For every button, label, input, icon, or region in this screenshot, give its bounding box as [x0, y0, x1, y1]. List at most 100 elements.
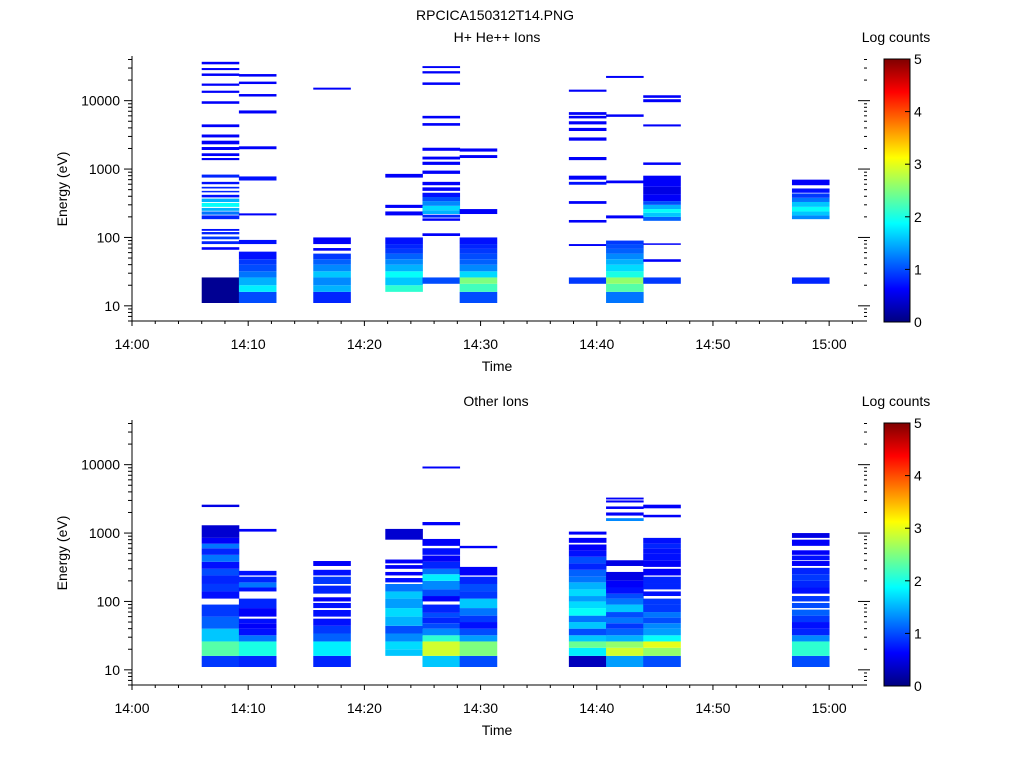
heatmap-cell	[459, 608, 498, 616]
heatmap-cell	[313, 609, 351, 617]
heatmap-cell	[385, 204, 423, 208]
heatmap-cell	[422, 277, 461, 284]
heatmap-cell	[238, 74, 277, 77]
panel-title: H+ He++ Ions	[454, 29, 541, 45]
heatmap-cell	[791, 561, 830, 566]
heatmap-cells	[201, 466, 830, 667]
x-tick-label: 14:10	[231, 336, 266, 352]
heatmap-cell	[201, 101, 240, 104]
heatmap-cell	[201, 124, 240, 128]
heatmap-cell	[201, 655, 240, 667]
heatmap-cell	[422, 123, 461, 126]
heatmap-cell	[201, 190, 240, 193]
heatmap-cell	[791, 215, 830, 220]
heatmap-cell	[385, 598, 423, 609]
heatmap-cell	[791, 609, 830, 616]
heatmap-cell	[791, 201, 830, 207]
heatmap-cell	[422, 233, 461, 236]
heatmap-cell	[459, 566, 498, 576]
heatmap-cell	[385, 285, 423, 292]
heatmap-cell	[422, 466, 461, 469]
heatmap-cell	[791, 641, 830, 656]
heatmap-cell	[606, 587, 644, 594]
heatmap-cell	[201, 583, 240, 592]
heatmap-cell	[385, 244, 423, 249]
heatmap-cell	[643, 543, 681, 549]
heatmap-cell	[201, 158, 240, 161]
heatmap-cell	[643, 514, 681, 518]
heatmap-cell	[643, 277, 681, 284]
heatmap-cell	[606, 244, 644, 249]
heatmap-cell	[238, 146, 277, 150]
heatmap-cell	[422, 214, 461, 218]
heatmap-cell	[459, 148, 498, 152]
heatmap-cell	[643, 162, 681, 165]
heatmap-cell	[385, 271, 423, 278]
heatmap-cell	[385, 248, 423, 254]
heatmap-cell	[422, 635, 461, 642]
heatmap-cell	[201, 202, 240, 207]
x-tick-label: 14:00	[114, 336, 149, 352]
heatmap-cell	[568, 277, 607, 284]
colorbar-tick-label: 5	[914, 51, 922, 67]
heatmap-cell	[459, 291, 498, 303]
heatmap-cell	[791, 628, 830, 636]
heatmap-cell	[313, 569, 351, 576]
heatmap-cell	[568, 531, 607, 535]
y-tick-label: 10	[104, 662, 120, 678]
heatmap-cell	[422, 156, 461, 160]
colorbar-tick-label: 1	[914, 625, 922, 641]
figure-title: RPCICA150312T14.PNG	[416, 7, 574, 23]
heatmap-cell	[606, 248, 644, 254]
heatmap-cell	[201, 68, 240, 71]
heatmap-cell	[791, 555, 830, 561]
heatmap-cell	[201, 554, 240, 562]
heatmap-cell	[201, 211, 240, 215]
heatmap-cell	[459, 635, 498, 642]
heatmap-cell	[606, 604, 644, 613]
x-tick-label: 14:50	[695, 336, 730, 352]
y-tick-label: 100	[97, 593, 121, 609]
heatmap-cell	[385, 616, 423, 626]
heatmap-cell	[201, 277, 240, 303]
x-axis-label: Time	[482, 722, 513, 738]
heatmap-cell	[568, 121, 607, 125]
heatmap-cell	[201, 207, 240, 211]
heatmap-cell	[643, 209, 681, 213]
heatmap-cell	[643, 635, 681, 642]
axes: 14:00 14:10 14:20 14:30 14:40 14:50 15:00 10 100…	[81, 420, 870, 716]
heatmap-cell	[385, 578, 423, 583]
heatmap-cell	[385, 633, 423, 642]
heatmap-cell	[606, 617, 644, 624]
heatmap-cell	[422, 589, 461, 597]
panel-h-he-ions: H+ He++ Ions Log counts Time Energy (eV)…	[54, 29, 930, 374]
colorbar-tick-label: 1	[914, 261, 922, 277]
y-tick-label: 10000	[81, 457, 120, 473]
heatmap-cell	[606, 512, 644, 516]
heatmap-cell	[238, 176, 277, 181]
heatmap-cell	[606, 271, 644, 278]
colorbar: 0 1 2 3 4 5	[883, 415, 922, 694]
heatmap-cell	[201, 174, 240, 178]
x-axis-label: Time	[482, 358, 513, 374]
colorbar-tick-label: 3	[914, 156, 922, 172]
heatmap-cell	[313, 277, 351, 286]
heatmap-cell	[201, 61, 240, 65]
heatmap-cell	[459, 237, 498, 245]
heatmap-cell	[201, 140, 240, 145]
heatmap-cell	[201, 228, 240, 231]
heatmap-cell	[643, 259, 681, 262]
heatmap-cell	[459, 277, 498, 284]
heatmap-cell	[568, 655, 607, 667]
heatmap-cell	[201, 543, 240, 549]
heatmap-cell	[643, 553, 681, 561]
colorbar-tick-label: 2	[914, 573, 922, 589]
heatmap-cell	[422, 623, 461, 629]
heatmap-cell	[422, 218, 461, 221]
heatmap-cell	[313, 633, 351, 642]
heatmap-cell	[568, 201, 607, 204]
heatmap-cell	[238, 94, 277, 97]
heatmap-cell	[643, 617, 681, 624]
heatmap-cell	[422, 161, 461, 165]
heatmap-cell	[422, 596, 461, 602]
